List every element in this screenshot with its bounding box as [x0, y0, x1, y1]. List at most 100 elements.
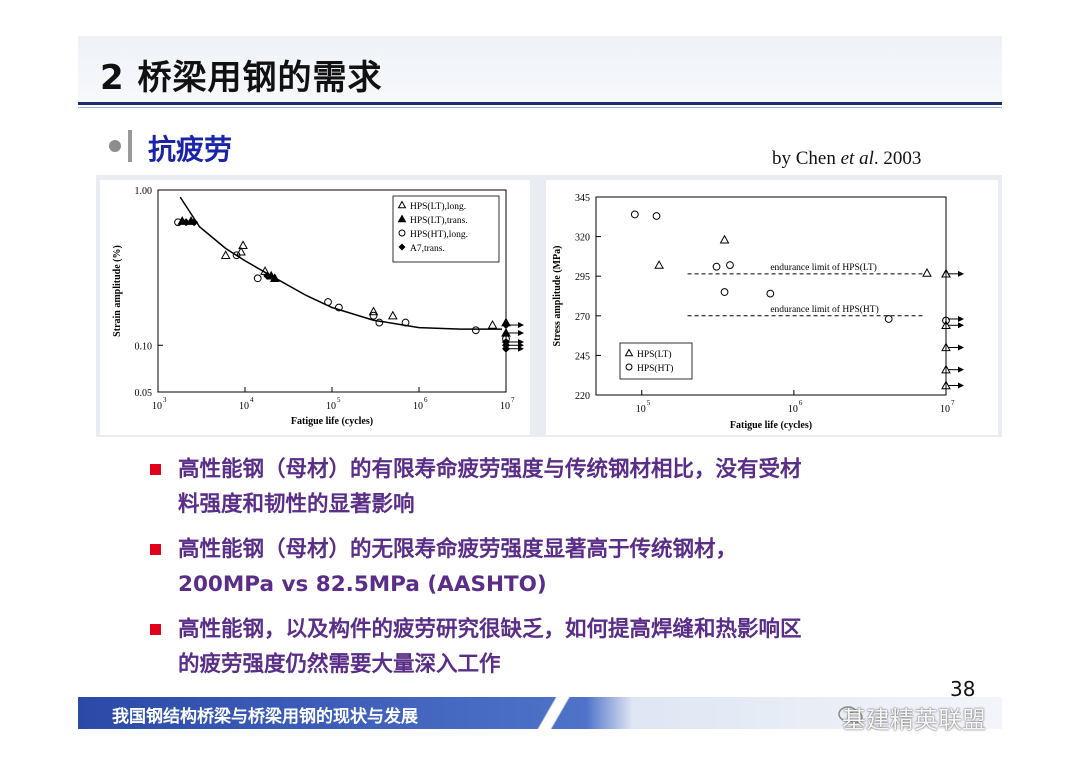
bullet-text: 料强度和韧性的显著影响: [178, 492, 415, 517]
credit-italic: et al: [840, 148, 874, 169]
section-bar: [128, 130, 132, 162]
data-point: [232, 251, 241, 260]
data-point: [922, 268, 932, 277]
legend-label: HPS(HT): [637, 363, 673, 374]
data-point: [625, 363, 633, 371]
data-point: [387, 310, 398, 320]
x-tick-label: 10: [326, 401, 336, 412]
footer-swoosh: [520, 697, 590, 729]
legend-label: HPS(HT),long.: [410, 229, 468, 240]
data-point: [334, 303, 343, 312]
x-axis-label: Fatigue life (cycles): [291, 416, 373, 427]
runout-arrow-head: [518, 322, 524, 329]
strain-life-chart-panel: 1.00 0.10 0.05 10 3 10 4 10 5 10 6 10 7 Fatigue life …: [100, 180, 530, 435]
runout-arrow-head: [958, 366, 964, 373]
x-tick-exponent: 4: [250, 396, 254, 404]
data-point: [766, 289, 775, 298]
x-tick-exponent: 6: [424, 396, 428, 404]
data-point: [236, 246, 246, 256]
data-point: [712, 262, 721, 271]
bullet-list: 高性能钢（母材）的有限寿命疲劳强度与传统钢材相比，没有受材 料强度和韧性的显著影响…: [148, 452, 948, 692]
credit-prefix: by Chen: [772, 148, 841, 169]
data-point: [487, 319, 498, 329]
x-tick-label: 10: [500, 401, 510, 412]
legend-label: HPS(LT),trans.: [410, 215, 468, 226]
y-tick-label: 245: [575, 351, 590, 362]
section-title: 抗疲劳: [148, 133, 233, 166]
title-band: [78, 36, 1002, 104]
data-point: [263, 271, 272, 280]
data-point: [397, 214, 407, 223]
bullet-text: 200MPa vs 82.5MPa (AASHTO): [178, 572, 547, 597]
data-point: [182, 218, 191, 227]
title-divider: [78, 102, 1002, 105]
data-point: [630, 210, 639, 219]
x-tick-exponent: 7: [951, 399, 955, 407]
x-axis-label: Fatigue life (cycles): [730, 420, 812, 431]
runout-arrow-head: [518, 345, 524, 352]
x-tick-label: 10: [940, 404, 950, 415]
y-axis-label: Stress amplitude (MPa): [552, 246, 563, 347]
watermark: 基建精英联盟: [842, 706, 986, 734]
data-point: [397, 200, 407, 209]
data-point: [369, 311, 378, 320]
data-point: [269, 273, 280, 282]
bullet-item: 高性能钢，以及构件的疲劳研究很缺乏，如何提高焊缝和热影响区 的疲劳强度仍然需要大量…: [148, 612, 948, 682]
legend-box: [392, 195, 500, 263]
data-point: [238, 240, 248, 250]
y-tick-label: 295: [575, 272, 590, 283]
data-point: [719, 234, 730, 244]
y-tick-label: 0.10: [135, 341, 153, 352]
runout-arrow-head: [958, 344, 964, 351]
runout-arrow-head: [958, 270, 964, 277]
title-divider-thin: [78, 107, 1002, 108]
data-point: [624, 348, 634, 357]
page-title: 2 桥梁用钢的需求: [100, 58, 383, 98]
runout-arrow-head: [518, 329, 524, 336]
legend-box: [619, 342, 693, 380]
x-tick-label: 10: [788, 404, 798, 415]
y-tick-label: 270: [575, 312, 590, 323]
data-point: [942, 316, 950, 325]
data-point: [654, 260, 664, 269]
x-tick-label: 10: [636, 404, 646, 415]
fit-curve: [179, 196, 503, 330]
data-point: [401, 318, 410, 327]
bullet-square-icon: [150, 464, 161, 475]
x-tick-exponent: 5: [647, 399, 651, 407]
bullet-text: 高性能钢，以及构件的疲劳研究很缺乏，如何提高焊缝和热影响区: [178, 617, 802, 642]
x-tick-exponent: 7: [511, 396, 515, 404]
bullet-text: 高性能钢（母材）的有限寿命疲劳强度与传统钢材相比，没有受材: [178, 457, 802, 482]
x-tick-exponent: 3: [163, 396, 167, 404]
bullet-item: 高性能钢（母材）的有限寿命疲劳强度与传统钢材相比，没有受材 料强度和韧性的显著影响: [148, 452, 948, 522]
x-tick-exponent: 6: [799, 399, 803, 407]
x-tick-label: 10: [239, 401, 249, 412]
y-tick-label: 0.05: [135, 388, 153, 399]
section-bullet-icon: [109, 140, 121, 152]
legend-label: HPS(LT),long.: [410, 201, 466, 212]
data-point: [726, 261, 734, 270]
runout-arrow-head: [958, 322, 964, 329]
data-point: [720, 288, 729, 296]
runout-arrow-head: [958, 382, 964, 389]
bullet-text: 的疲劳强度仍然需要大量深入工作: [178, 652, 501, 677]
data-point: [471, 326, 480, 335]
figure-credit: by Chen et al. 2003: [772, 148, 921, 170]
wechat-icon: [838, 706, 863, 724]
stress-life-chart-panel: 220 245 270 295 320 345 10 5 10 6 10 7 Fatigue life …: [546, 180, 998, 435]
y-tick-label: 320: [575, 233, 590, 244]
endurance-limit-label: endurance limit of HPS(HT): [770, 304, 878, 315]
y-axis-label: Strain amplitude (%): [112, 245, 123, 337]
x-tick-label: 10: [413, 401, 423, 412]
data-point: [398, 243, 406, 251]
data-point: [398, 229, 406, 237]
data-point: [375, 318, 384, 327]
data-point: [502, 344, 510, 353]
bullet-square-icon: [150, 624, 161, 635]
legend-label: A7,trans.: [410, 244, 445, 254]
data-point: [190, 218, 199, 227]
x-tick-label: 10: [152, 401, 162, 412]
runout-arrow-head: [958, 315, 964, 322]
